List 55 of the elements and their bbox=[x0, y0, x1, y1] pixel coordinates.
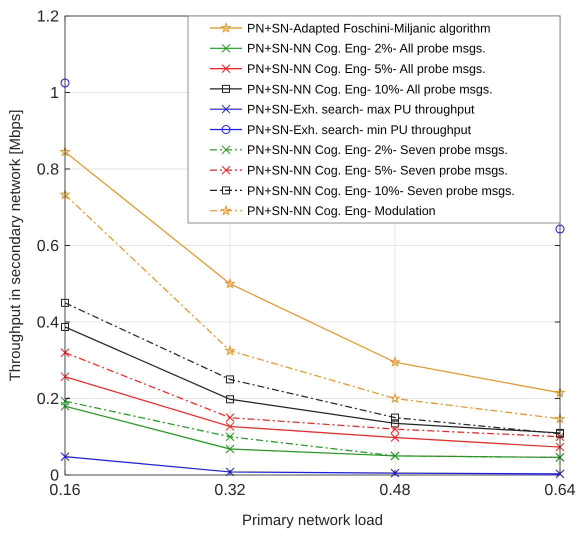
legend-label: PN+SN-NN Cog. Eng- Modulation bbox=[247, 204, 436, 218]
legend-label: PN+SN-Exh. search- min PU throughput bbox=[247, 122, 472, 137]
point bbox=[226, 432, 234, 442]
y-tick-label: 0.6 bbox=[36, 238, 60, 256]
point bbox=[60, 78, 70, 88]
y-tick-label: 1 bbox=[50, 85, 60, 102]
point bbox=[226, 422, 234, 431]
point bbox=[60, 190, 70, 199]
point bbox=[556, 442, 564, 452]
legend-label: PN+SN-NN Cog. Eng- 5%- Seven probe msgs. bbox=[247, 163, 508, 178]
point bbox=[390, 394, 400, 403]
point bbox=[60, 146, 70, 156]
point bbox=[60, 372, 70, 382]
point bbox=[555, 388, 565, 397]
point bbox=[226, 395, 234, 404]
point bbox=[556, 224, 564, 234]
point bbox=[61, 322, 69, 331]
point bbox=[556, 432, 564, 442]
point bbox=[226, 444, 234, 454]
x-axis-title: Primary network load bbox=[242, 512, 383, 529]
x-tick-label: 0.64 bbox=[544, 482, 576, 499]
point bbox=[555, 414, 565, 423]
point bbox=[391, 414, 399, 422]
point bbox=[390, 468, 400, 478]
point bbox=[226, 467, 234, 476]
y-tick-label: 0.2 bbox=[36, 391, 60, 408]
point bbox=[60, 396, 70, 406]
legend-label: PN+SN-Adapted Foschini-Miljanic algorithm bbox=[247, 21, 490, 36]
x-tick-label: 0.32 bbox=[214, 482, 246, 499]
point bbox=[226, 375, 234, 384]
legend-label: PN+SN-Exh. search- max PU throughput bbox=[247, 102, 476, 117]
point bbox=[60, 348, 70, 358]
legend-label: PN+SN-NN Cog. Eng- 5%- All probe msgs. bbox=[247, 62, 486, 76]
y-tick-label: 1.2 bbox=[36, 8, 60, 26]
y-tick-label: 0.4 bbox=[36, 314, 60, 332]
legend-label: PN+SN-NN Cog. Eng- 10%- All probe msgs. bbox=[247, 82, 493, 96]
point bbox=[391, 419, 399, 428]
point bbox=[225, 346, 235, 355]
point bbox=[390, 424, 400, 434]
legend-label: PN+SN-NN Cog. Eng- 2%- Seven probe msgs. bbox=[247, 143, 508, 158]
legend-label: PN+SN-NN Cog. Eng- 10%- Seven probe msgs. bbox=[247, 184, 515, 198]
point bbox=[556, 469, 564, 478]
point bbox=[226, 413, 234, 422]
point bbox=[390, 433, 400, 442]
point bbox=[60, 402, 70, 411]
point bbox=[225, 278, 235, 288]
point bbox=[390, 357, 400, 366]
x-tick-label: 0.48 bbox=[379, 482, 411, 499]
legend-label: PN+SN-NN Cog. Eng- 2%- All probe msgs. bbox=[247, 42, 486, 56]
y-axis-title: Throughput in secondary network [Mbps] bbox=[7, 110, 24, 382]
point bbox=[60, 452, 70, 462]
y-tick-label: 0 bbox=[50, 468, 60, 485]
point bbox=[61, 298, 69, 307]
y-tick-label: 0.8 bbox=[36, 162, 60, 179]
x-tick-label: 0.16 bbox=[49, 482, 81, 499]
